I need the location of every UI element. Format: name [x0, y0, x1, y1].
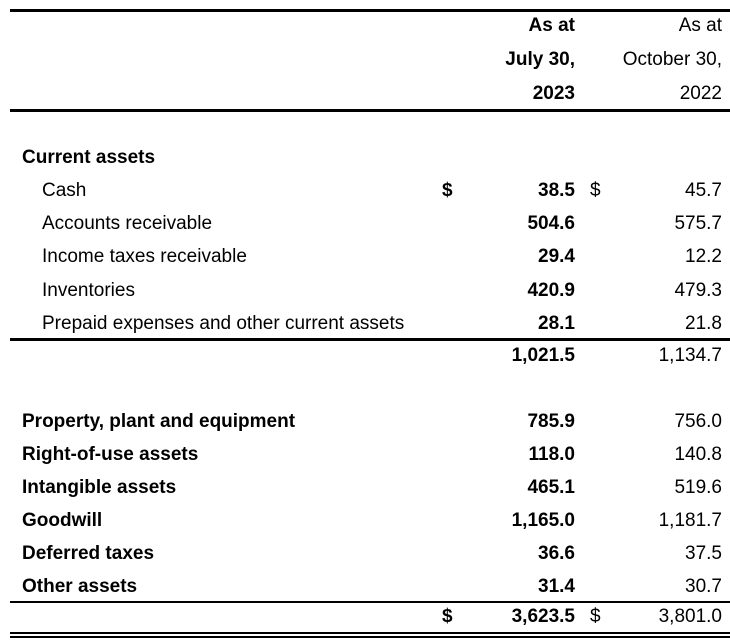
total-top-rule — [10, 601, 730, 603]
total-double-rule-upper — [10, 632, 730, 634]
total-dollar-col2: $ — [590, 606, 601, 627]
other-assets-2022: 30.7 — [685, 576, 722, 597]
inventories-2023: 420.9 — [527, 280, 575, 301]
header-col2-line1: As at — [678, 15, 722, 36]
right-of-use-2022: 140.8 — [674, 444, 722, 465]
row-label-cash: Cash — [42, 180, 87, 201]
row-label-income-taxes-receivable: Income taxes receivable — [42, 246, 247, 267]
header-rule — [10, 109, 730, 112]
deferred-taxes-2023: 36.6 — [538, 543, 575, 564]
subtotal-rule — [10, 338, 730, 341]
total-assets-2022: 3,801.0 — [658, 606, 722, 627]
accounts-receivable-2022: 575.7 — [674, 213, 722, 234]
row-label-intangible-assets: Intangible assets — [22, 477, 177, 498]
goodwill-2022: 1,181.7 — [658, 510, 722, 531]
row-label-prepaid-expenses: Prepaid expenses and other current asset… — [42, 313, 405, 334]
header-col2-line3: 2022 — [679, 83, 722, 104]
row-label-goodwill: Goodwill — [22, 510, 103, 531]
row-label-right-of-use: Right-of-use assets — [22, 444, 199, 465]
current-assets-subtotal-2022: 1,134.7 — [658, 345, 722, 366]
header-col1-line3: 2023 — [532, 83, 575, 104]
ppe-2022: 756.0 — [674, 411, 722, 432]
row-label-accounts-receivable: Accounts receivable — [42, 213, 213, 234]
other-assets-2023: 31.4 — [538, 576, 575, 597]
header-col1-line1: As at — [528, 15, 575, 36]
deferred-taxes-2022: 37.5 — [685, 543, 722, 564]
right-of-use-2023: 118.0 — [528, 444, 576, 465]
top-rule — [10, 9, 730, 12]
intangible-assets-2022: 519.6 — [674, 477, 722, 498]
header-col1-line2: July 30, — [505, 49, 575, 70]
dollar-sign-col2: $ — [590, 180, 601, 201]
accounts-receivable-2023: 504.6 — [527, 213, 575, 234]
ppe-2023: 785.9 — [527, 411, 575, 432]
income-taxes-receivable-2023: 29.4 — [538, 246, 575, 267]
total-dollar-col1: $ — [442, 606, 453, 627]
goodwill-2023: 1,165.0 — [511, 510, 575, 531]
inventories-2022: 479.3 — [674, 280, 722, 301]
row-label-inventories: Inventories — [42, 280, 135, 301]
header-col2-line2: October 30, — [622, 49, 722, 70]
total-assets-2023: 3,623.5 — [511, 606, 575, 627]
row-label-other-assets: Other assets — [22, 576, 138, 597]
cash-value-2022: 45.7 — [685, 180, 722, 201]
intangible-assets-2023: 465.1 — [527, 477, 575, 498]
row-label-deferred-taxes: Deferred taxes — [22, 543, 155, 564]
current-assets-heading: Current assets — [22, 147, 156, 168]
row-label-ppe: Property, plant and equipment — [22, 411, 296, 432]
prepaid-expenses-2023: 28.1 — [538, 313, 575, 334]
current-assets-subtotal-2023: 1,021.5 — [511, 345, 575, 366]
cash-value-2023: 38.5 — [538, 180, 575, 201]
total-double-rule-lower — [10, 636, 730, 638]
dollar-sign-col1: $ — [442, 180, 453, 201]
income-taxes-receivable-2022: 12.2 — [685, 246, 722, 267]
prepaid-expenses-2022: 21.8 — [685, 313, 722, 334]
